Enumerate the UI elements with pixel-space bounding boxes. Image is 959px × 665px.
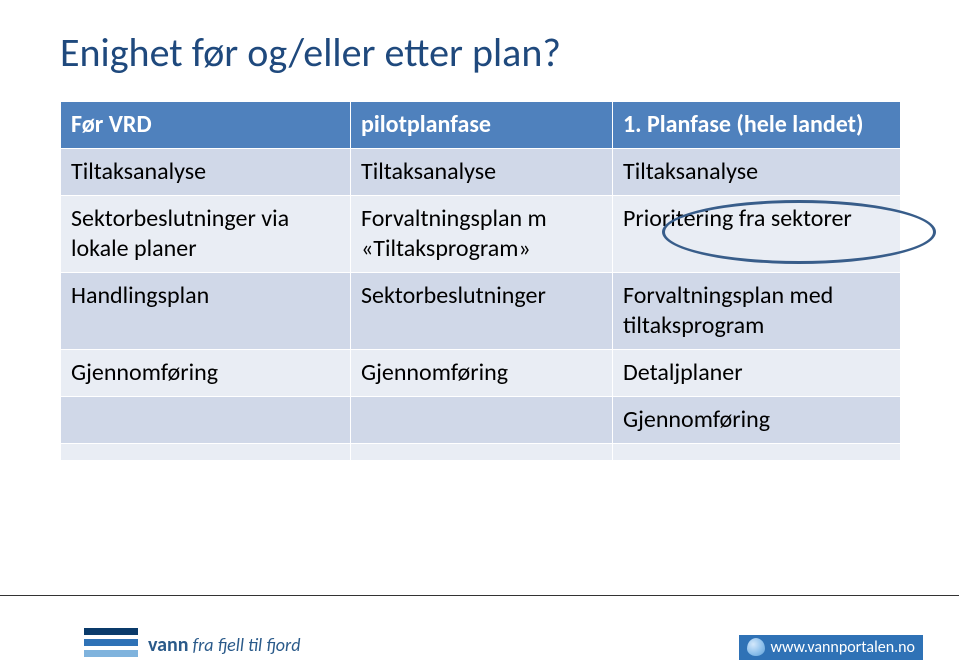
table-row: Handlingsplan Sektorbeslutninger Forvalt… — [61, 273, 901, 350]
table-row: Sektorbeslutninger via lokale planer For… — [61, 196, 901, 273]
table-cell: Tiltaksanalyse — [613, 149, 901, 196]
table-cell: Gjennomføring — [351, 350, 613, 397]
stripe — [84, 639, 138, 646]
table-row: Tiltaksanalyse Tiltaksanalyse Tiltaksana… — [61, 149, 901, 196]
footer: vann fra fjell til fjord www.vannportale… — [0, 583, 959, 665]
stripe — [84, 650, 138, 657]
table-cell: Tiltaksanalyse — [351, 149, 613, 196]
table-row: Gjennomføring Gjennomføring Detaljplaner — [61, 350, 901, 397]
table-header-row: Før VRD pilotplanfase 1. Planfase (hele … — [61, 102, 901, 149]
brand-bold: vann — [148, 633, 189, 657]
table-cell: Forvaltningsplan m «Tiltaksprogram» — [351, 196, 613, 273]
table-header: 1. Planfase (hele landet) — [613, 102, 901, 149]
slide-title: Enighet før og/eller etter plan? — [60, 28, 919, 77]
brand-text: vann fra fjell til fjord — [148, 633, 300, 657]
comparison-table: Før VRD pilotplanfase 1. Planfase (hele … — [60, 101, 901, 461]
table-cell: Handlingsplan — [61, 273, 351, 350]
table-cell: Sektorbeslutninger — [351, 273, 613, 350]
table-header: pilotplanfase — [351, 102, 613, 149]
table-cell: Prioritering fra sektorer — [613, 196, 901, 273]
table-cell: Gjennomføring — [61, 350, 351, 397]
portal-url: www.vannportalen.no — [771, 638, 916, 657]
stripe — [84, 628, 138, 635]
table-cell: Gjennomføring — [613, 397, 901, 444]
brand-rest: fra fjell til fjord — [189, 634, 301, 656]
water-drop-icon — [747, 638, 765, 656]
table-cell: Detaljplaner — [613, 350, 901, 397]
table-cell: Tiltaksanalyse — [61, 149, 351, 196]
table-cell — [61, 397, 351, 444]
table-cell — [61, 444, 351, 461]
footer-divider — [0, 595, 959, 598]
table-cell — [351, 397, 613, 444]
footer-left-logo: vann fra fjell til fjord — [84, 624, 300, 657]
table-cell — [351, 444, 613, 461]
table-cell: Sektorbeslutninger via lokale planer — [61, 196, 351, 273]
footer-right-logo: www.vannportalen.no — [739, 635, 924, 662]
table-row: Gjennomføring — [61, 397, 901, 444]
portal-badge: www.vannportalen.no — [739, 635, 924, 660]
table-header: Før VRD — [61, 102, 351, 149]
table-cell: Forvaltningsplan med tiltaksprogram — [613, 273, 901, 350]
table-cell — [613, 444, 901, 461]
slide: Enighet før og/eller etter plan? Før VRD… — [0, 0, 959, 665]
table-row — [61, 444, 901, 461]
logo-stripes-icon — [84, 624, 138, 657]
